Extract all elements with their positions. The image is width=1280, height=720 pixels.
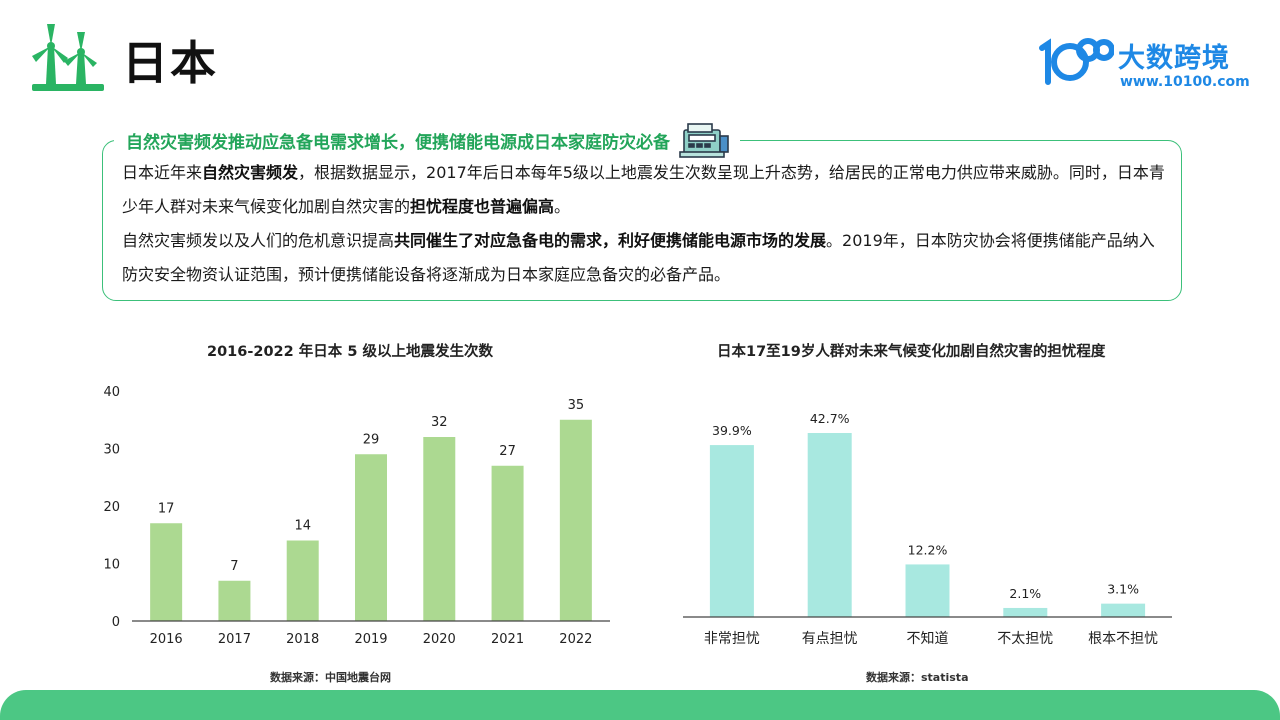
- footer-band: [0, 690, 1280, 720]
- brand-name: 大数跨境: [1118, 43, 1230, 74]
- data-label: 17: [158, 501, 175, 516]
- x-tick-label: 非常担忧: [704, 631, 760, 647]
- bar: [1003, 607, 1048, 617]
- x-tick-label: 2020: [423, 632, 456, 647]
- x-tick-label: 2022: [559, 632, 592, 647]
- chart1-title: 2016-2022 年日本 5 级以上地震发生次数: [207, 344, 493, 360]
- data-label: 2.1%: [1009, 586, 1041, 601]
- x-tick-label: 根本不担忧: [1088, 631, 1158, 647]
- data-label: 27: [499, 444, 516, 459]
- x-tick-label: 有点担忧: [802, 631, 858, 647]
- x-tick-label: 2019: [354, 632, 387, 647]
- data-label: 39.9%: [712, 423, 752, 438]
- x-tick-label: 2017: [218, 632, 251, 647]
- x-tick-label: 2021: [491, 632, 524, 647]
- data-label: 12.2%: [908, 542, 948, 557]
- emphasis: 担忧程度也普遍偏高: [410, 197, 555, 216]
- data-label: 32: [431, 415, 448, 430]
- emphasis: 共同催生了对应急备电的需求，利好便携储能电源市场的发展: [394, 231, 827, 250]
- section-heading-text: 自然灾害频发推动应急备电需求增长，便携储能电源成日本家庭防灾必备: [126, 132, 670, 153]
- section-heading: 自然灾害频发推动应急备电需求增长，便携储能电源成日本家庭防灾必备: [114, 123, 740, 158]
- bar: [559, 419, 592, 621]
- bar: [286, 540, 319, 621]
- bar: [807, 433, 852, 617]
- y-tick-label: 10: [103, 558, 120, 573]
- paragraph-1: 日本近年来自然灾害频发，根据数据显示，2017年后日本每年5级以上地震发生次数呈…: [122, 163, 1165, 216]
- wind-turbine-icon: [32, 24, 104, 91]
- page-title: 日本: [122, 36, 218, 90]
- paragraph-2: 自然灾害频发以及人们的危机意识提高共同催生了对应急备电的需求，利好便携储能电源市…: [122, 231, 1155, 284]
- data-label: 7: [230, 559, 238, 574]
- y-tick-label: 30: [103, 443, 120, 458]
- x-tick-label: 2018: [286, 632, 319, 647]
- bar: [355, 454, 387, 621]
- emphasis: 自然灾害频发: [202, 163, 299, 182]
- y-tick-label: 0: [112, 615, 120, 630]
- x-tick-label: 2016: [150, 632, 183, 647]
- brand-logo: 大数跨境 www.10100.com: [1036, 30, 1256, 94]
- data-label: 14: [294, 519, 311, 534]
- x-tick-label: 不知道: [907, 630, 949, 647]
- data-label: 3.1%: [1107, 582, 1139, 597]
- chart1-source: 数据来源：中国地震台网: [270, 671, 391, 684]
- bar: [491, 465, 524, 621]
- y-tick-label: 20: [103, 500, 120, 515]
- bar: [423, 437, 456, 621]
- data-label: 42.7%: [810, 411, 850, 426]
- x-tick-label: 不太担忧: [997, 631, 1053, 647]
- data-label: 35: [568, 398, 585, 413]
- chart2-source: 数据来源：statista: [866, 671, 969, 684]
- data-label: 29: [363, 432, 380, 447]
- y-tick-label: 40: [103, 385, 120, 400]
- bar: [150, 523, 183, 621]
- brand-10100-icon: [1039, 38, 1114, 85]
- bar: [905, 564, 950, 617]
- chart2-title: 日本17至19岁人群对未来气候变化加剧自然灾害的担忧程度: [717, 344, 1106, 360]
- bar: [709, 445, 754, 617]
- bar: [1101, 603, 1146, 617]
- cash-register-icon: [679, 123, 729, 158]
- brand-url[interactable]: www.10100.com: [1120, 74, 1250, 90]
- bar: [218, 580, 251, 621]
